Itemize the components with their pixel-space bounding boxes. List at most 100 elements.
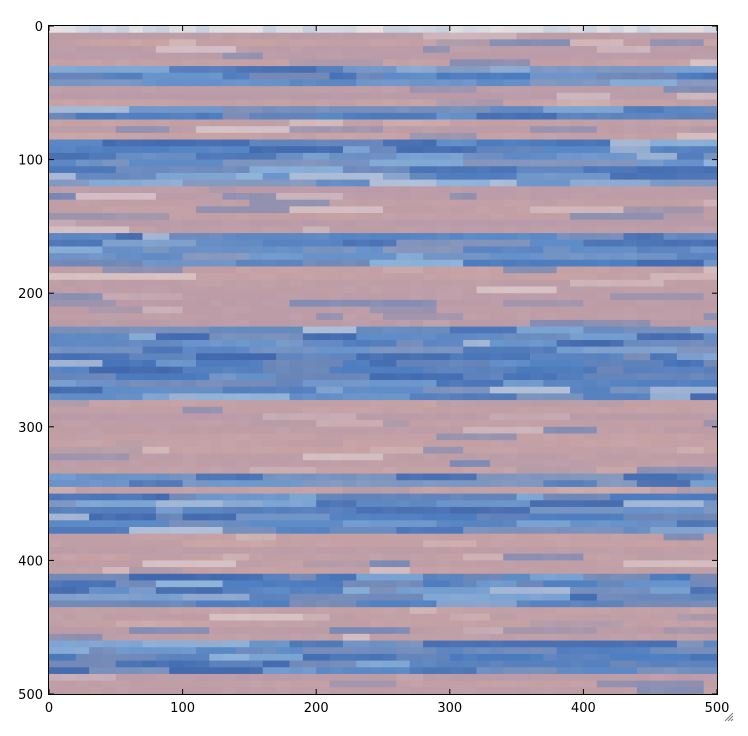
- heatmap-cell: [383, 627, 397, 635]
- heatmap-cell: [583, 460, 598, 468]
- heatmap-cell: [570, 159, 584, 167]
- heatmap-cell: [690, 253, 705, 261]
- heatmap-cell: [676, 112, 691, 121]
- heatmap-cell: [676, 293, 691, 301]
- heatmap-cell: [249, 413, 264, 421]
- heatmap-cell: [89, 179, 104, 187]
- heatmap-cell: [663, 513, 678, 521]
- heatmap-cell: [583, 440, 598, 448]
- heatmap-cell: [262, 72, 277, 81]
- heatmap-cell: [543, 426, 558, 435]
- heatmap-cell: [489, 513, 504, 521]
- heatmap-cell: [302, 560, 317, 568]
- heatmap-cell: [356, 480, 371, 488]
- heatmap-cell: [115, 106, 130, 114]
- heatmap-cell: [49, 326, 63, 334]
- heatmap-cell: [596, 366, 611, 374]
- heatmap-cell: [676, 400, 691, 408]
- heatmap-cell: [676, 179, 691, 187]
- heatmap-cell: [463, 159, 478, 167]
- heatmap-cell: [703, 587, 718, 595]
- heatmap-cell: [396, 607, 411, 615]
- heatmap-cell: [142, 400, 157, 408]
- heatmap-cell: [262, 380, 277, 388]
- heatmap-cell: [195, 126, 210, 134]
- heatmap-cell: [583, 106, 598, 114]
- heatmap-cell: [342, 373, 357, 381]
- heatmap-cell: [423, 126, 438, 134]
- heatmap-cell: [49, 339, 63, 348]
- heatmap-cell: [690, 506, 705, 515]
- heatmap-cell: [222, 333, 237, 341]
- heatmap-cell: [623, 86, 638, 94]
- heatmap-cell: [409, 473, 424, 481]
- heatmap-cell: [516, 319, 531, 328]
- heatmap-cell: [316, 386, 331, 394]
- heatmap-cell: [583, 513, 598, 521]
- heatmap-cell: [115, 233, 130, 241]
- heatmap-cell: [596, 360, 611, 368]
- heatmap-cell: [610, 246, 625, 254]
- heatmap-cell: [129, 339, 144, 348]
- heatmap-cell: [302, 199, 317, 207]
- heatmap-cell: [596, 687, 611, 695]
- heatmap-cell: [249, 132, 264, 141]
- heatmap-cell: [302, 426, 317, 435]
- heatmap-cell: [182, 627, 197, 635]
- heatmap-cell: [449, 306, 464, 314]
- heatmap-cell: [489, 393, 504, 401]
- heatmap-cell: [476, 553, 491, 561]
- heatmap-cell: [182, 72, 197, 81]
- heatmap-cell: [169, 680, 184, 688]
- heatmap-cell: [556, 607, 571, 615]
- heatmap-cell: [302, 573, 317, 582]
- heatmap-cell: [62, 446, 77, 455]
- heatmap-cell: [663, 446, 678, 455]
- heatmap-cell: [409, 380, 424, 388]
- heatmap-cell: [129, 460, 144, 468]
- heatmap-cell: [329, 373, 344, 381]
- heatmap-cell: [423, 219, 438, 227]
- heatmap-cell: [529, 580, 544, 588]
- heatmap-cell: [556, 353, 571, 361]
- heatmap-cell: [49, 92, 63, 101]
- heatmap-cell: [302, 400, 317, 408]
- heatmap-cell: [676, 553, 691, 561]
- heatmap-cell: [570, 66, 584, 74]
- heatmap-cell: [155, 573, 170, 582]
- heatmap-cell: [489, 159, 504, 167]
- heatmap-cell: [636, 486, 651, 495]
- heatmap-cell: [409, 620, 424, 628]
- heatmap-cell: [543, 333, 558, 341]
- heatmap-cell: [342, 313, 357, 321]
- heatmap-cell: [543, 520, 558, 528]
- heatmap-cell: [249, 393, 264, 401]
- heatmap-cell: [195, 199, 210, 207]
- heatmap-cell: [503, 627, 518, 635]
- heatmap-cell: [623, 353, 638, 361]
- heatmap-cell: [543, 600, 558, 608]
- heatmap-cell: [690, 600, 705, 608]
- heatmap-cell: [102, 333, 117, 341]
- heatmap-cell: [383, 453, 397, 461]
- heatmap-cell: [142, 380, 157, 388]
- heatmap-cell: [195, 600, 210, 608]
- heatmap-cell: [409, 219, 424, 227]
- heatmap-cell: [596, 486, 611, 495]
- heatmap-cell: [663, 253, 678, 261]
- heatmap-cell: [356, 600, 371, 608]
- heatmap-cell: [650, 513, 665, 521]
- heatmap-cell: [596, 66, 611, 74]
- heatmap-cell: [396, 279, 411, 288]
- heatmap-cell: [396, 92, 411, 101]
- heatmap-cell: [102, 633, 117, 642]
- heatmap-cell: [383, 239, 397, 248]
- heatmap-cell: [49, 560, 63, 568]
- heatmap-cell: [302, 313, 317, 321]
- heatmap-cell: [663, 500, 678, 508]
- heatmap-cell: [476, 620, 491, 628]
- heatmap-cell: [369, 319, 384, 328]
- heatmap-cell: [423, 306, 438, 314]
- heatmap-cell: [476, 506, 491, 515]
- heatmap-cell: [262, 406, 277, 415]
